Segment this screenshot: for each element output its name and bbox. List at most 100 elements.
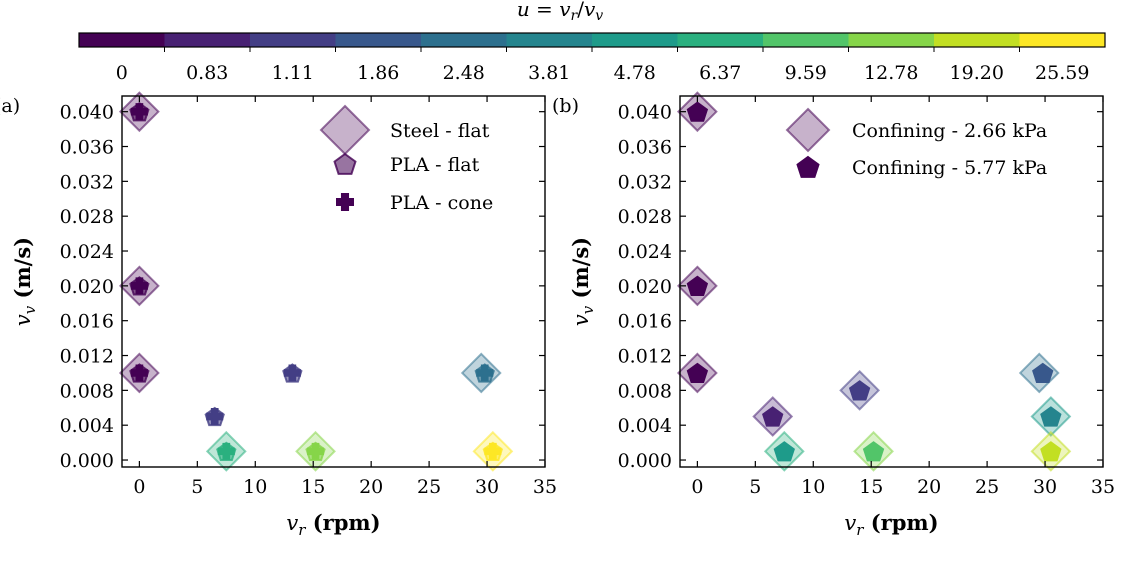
colorbar-segment <box>848 33 935 47</box>
colorbar-label: 25.59 <box>1035 62 1089 84</box>
y-tick-label: 0.040 <box>60 102 114 124</box>
data-point <box>1040 406 1062 427</box>
colorbar-label: 6.37 <box>699 62 741 84</box>
data-point <box>484 442 502 460</box>
y-tick-label: 0.036 <box>618 137 672 159</box>
data-point <box>307 442 325 460</box>
y-tick-label: 0.040 <box>618 102 672 124</box>
x-tick-label: 35 <box>533 476 557 498</box>
data-point <box>206 407 224 425</box>
colorbar-title-vv-sub: v <box>595 8 603 24</box>
colorbar-title-vr: v <box>559 0 571 21</box>
y-tick-label: 0.000 <box>618 450 672 472</box>
legend-label: PLA - flat <box>390 154 480 176</box>
series-confining-2-66-kpa <box>676 91 1072 472</box>
colorbar-segment <box>250 33 336 47</box>
colorbar-title: u = vr/vv <box>517 0 603 24</box>
colorbar-title-slash: / <box>577 0 584 21</box>
data-point <box>862 441 885 462</box>
colorbar-segment <box>506 33 593 47</box>
series-pla-cone <box>130 103 502 460</box>
data-point <box>848 380 871 401</box>
x-tick-label: 25 <box>417 476 441 498</box>
x-tick-label: 0 <box>691 476 703 498</box>
y-tick-label: 0.028 <box>618 206 672 228</box>
colorbar-label: 0.83 <box>186 62 228 84</box>
colorbar: u = vr/vv 0 0.83 1.11 1.86 2.48 3.81 4.78 6.37 9… <box>78 0 1106 84</box>
legend-marker <box>333 152 357 175</box>
colorbar-segment <box>677 33 764 47</box>
x-tick-label: 5 <box>191 476 203 498</box>
data-point <box>686 101 709 122</box>
data-point <box>476 364 494 382</box>
y-tick-label: 0.024 <box>60 241 114 263</box>
colorbar-label: 9.59 <box>785 62 827 84</box>
y-tick-label: 0.020 <box>618 276 672 298</box>
colorbar-label: 2.48 <box>443 62 485 84</box>
colorbar-title-vr-sub: r <box>571 8 579 24</box>
legend-label: Confining - 5.77 kPa <box>852 157 1047 179</box>
legend-marker <box>796 155 820 178</box>
x-tick-label: 30 <box>1033 476 1057 498</box>
colorbar-segment <box>1019 33 1106 47</box>
plot-frame <box>121 95 546 468</box>
x-tick-label: 0 <box>133 476 145 498</box>
y-tick-label: 0.016 <box>60 311 114 333</box>
data-point <box>686 362 709 384</box>
y-tick-label: 0.012 <box>618 346 672 368</box>
x-tick-label: 20 <box>917 476 941 498</box>
colorbar-label: 3.81 <box>528 62 570 84</box>
x-tick-label: 30 <box>475 476 499 498</box>
data-point <box>762 406 784 427</box>
y-tick-label: 0.020 <box>60 276 114 298</box>
colorbar-segment <box>335 33 422 47</box>
colorbar-title-vv: v <box>584 0 596 21</box>
data-point <box>130 364 148 382</box>
colorbar-label: 19.20 <box>950 62 1004 84</box>
x-tick-label: 10 <box>801 476 825 498</box>
panel-a: 0 5 10 15 20 25 30 35 0.000 0.004 0.008 0.012 0.016 0… <box>0 91 557 539</box>
colorbar-label: 12.78 <box>864 62 918 84</box>
data-point <box>773 441 795 462</box>
y-tick-label: 0.008 <box>618 380 672 402</box>
y-tick-label: 0.004 <box>618 415 672 437</box>
legend-label: Confining - 2.66 kPa <box>852 120 1047 142</box>
data-point <box>217 442 235 460</box>
data-point <box>283 364 301 382</box>
panel-label: (b) <box>552 95 579 117</box>
legend-label: PLA - cone <box>390 192 493 214</box>
colorbar-label: 1.11 <box>272 62 314 84</box>
legend-marker <box>336 193 354 211</box>
y-tick-label: 0.024 <box>618 241 672 263</box>
legend-marker <box>785 107 831 153</box>
series-steel-flat <box>118 91 514 472</box>
legend-marker <box>319 104 371 156</box>
data-point <box>130 277 148 295</box>
legend-label: Steel - flat <box>390 120 490 142</box>
x-tick-label: 20 <box>359 476 383 498</box>
colorbar-title-eq: = <box>530 0 559 21</box>
y-tick-label: 0.036 <box>60 137 114 159</box>
x-tick-label: 15 <box>859 476 883 498</box>
legend: Confining - 2.66 kPa Confining - 5.77 kPa <box>785 107 1047 179</box>
colorbar-segment <box>934 33 1020 47</box>
x-tick-label: 15 <box>301 476 325 498</box>
colorbar-label: 4.78 <box>614 62 656 84</box>
x-axis-label: vr (rpm) <box>286 510 380 539</box>
colorbar-segment <box>592 33 678 47</box>
data-point <box>686 275 709 296</box>
colorbar-label: 1.86 <box>357 62 399 84</box>
y-tick-label: 0.032 <box>618 171 672 193</box>
x-tick-label: 10 <box>243 476 267 498</box>
y-tick-label: 0.016 <box>618 311 672 333</box>
x-tick-label: 5 <box>749 476 761 498</box>
legend: Steel - flat PLA - flat PLA - cone <box>319 104 493 214</box>
colorbar-label: 0 <box>116 62 128 84</box>
x-tick-label: 35 <box>1091 476 1115 498</box>
colorbar-segment <box>421 33 507 47</box>
data-point <box>1040 441 1062 462</box>
y-tick-label: 0.008 <box>60 380 114 402</box>
y-tick-label: 0.032 <box>60 171 114 193</box>
colorbar-segment <box>763 33 849 47</box>
